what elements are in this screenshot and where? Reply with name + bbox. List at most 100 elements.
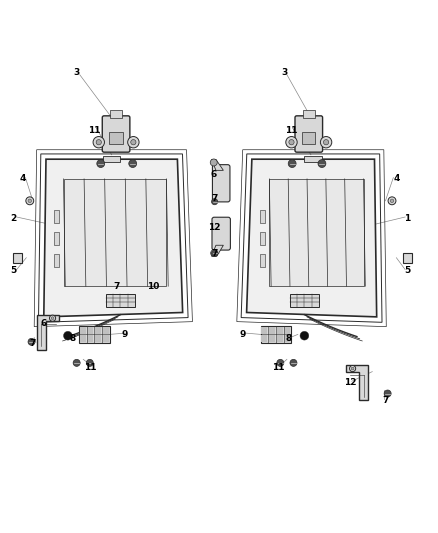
Polygon shape — [247, 159, 377, 317]
Bar — [110, 132, 123, 144]
Circle shape — [288, 159, 296, 167]
Circle shape — [28, 199, 32, 203]
Circle shape — [86, 359, 93, 366]
Circle shape — [212, 199, 218, 205]
Circle shape — [128, 136, 139, 148]
FancyBboxPatch shape — [212, 165, 230, 202]
Bar — [304, 156, 322, 163]
Circle shape — [64, 332, 72, 340]
Text: 7: 7 — [382, 395, 389, 405]
Bar — [403, 253, 412, 263]
Bar — [95, 335, 101, 342]
Circle shape — [290, 359, 297, 366]
Circle shape — [93, 136, 105, 148]
Circle shape — [73, 359, 80, 366]
Text: 6: 6 — [211, 170, 217, 179]
Bar — [102, 335, 109, 342]
Polygon shape — [212, 245, 223, 256]
Text: 11: 11 — [84, 363, 96, 372]
Bar — [260, 232, 265, 245]
Text: 7: 7 — [113, 282, 119, 290]
Text: 10: 10 — [147, 282, 159, 290]
Text: 4: 4 — [393, 174, 399, 183]
Text: 7: 7 — [212, 249, 218, 258]
Text: 11: 11 — [285, 126, 297, 135]
Bar — [103, 156, 120, 163]
Bar — [260, 254, 265, 266]
Bar — [54, 232, 59, 245]
Circle shape — [320, 136, 332, 148]
Polygon shape — [44, 159, 183, 317]
Bar — [106, 294, 135, 307]
Circle shape — [26, 197, 34, 205]
Bar — [269, 327, 275, 334]
Text: 3: 3 — [282, 68, 288, 77]
Circle shape — [97, 159, 105, 167]
Text: 12: 12 — [208, 223, 221, 231]
Bar — [260, 211, 265, 223]
Bar — [277, 327, 283, 334]
Circle shape — [350, 366, 356, 372]
FancyBboxPatch shape — [102, 116, 130, 152]
Bar — [87, 327, 93, 334]
Polygon shape — [346, 365, 368, 400]
Bar — [269, 179, 364, 286]
Text: 7: 7 — [212, 194, 218, 203]
Text: 1: 1 — [404, 214, 410, 223]
Circle shape — [351, 367, 354, 370]
Bar — [261, 335, 267, 342]
Text: 3: 3 — [74, 68, 80, 77]
Circle shape — [323, 140, 328, 145]
Text: 11: 11 — [272, 363, 284, 372]
Circle shape — [388, 197, 396, 205]
Polygon shape — [212, 159, 223, 171]
Circle shape — [277, 359, 284, 366]
Text: 4: 4 — [20, 174, 26, 183]
Circle shape — [300, 332, 309, 340]
Circle shape — [211, 249, 218, 257]
Bar — [261, 326, 291, 343]
Bar — [13, 253, 22, 263]
Circle shape — [212, 251, 218, 256]
Circle shape — [390, 199, 394, 203]
Text: 7: 7 — [30, 338, 36, 348]
Bar — [261, 327, 267, 334]
Bar — [302, 132, 315, 144]
Text: 6: 6 — [41, 319, 47, 328]
Bar — [80, 327, 86, 334]
Bar — [79, 326, 110, 343]
Bar — [64, 179, 166, 286]
Bar — [102, 327, 109, 334]
Text: 8: 8 — [69, 334, 75, 343]
Text: 5: 5 — [10, 266, 16, 276]
Text: 9: 9 — [122, 330, 128, 339]
Circle shape — [49, 315, 56, 321]
Bar — [110, 110, 122, 118]
Bar — [54, 211, 59, 223]
Text: 2: 2 — [10, 214, 16, 223]
Circle shape — [96, 140, 102, 145]
Circle shape — [131, 140, 136, 145]
Bar — [54, 254, 59, 266]
Bar — [95, 327, 101, 334]
Bar — [277, 335, 283, 342]
FancyBboxPatch shape — [212, 217, 230, 250]
Text: 12: 12 — [344, 378, 357, 387]
Circle shape — [129, 159, 137, 167]
Bar — [87, 335, 93, 342]
Bar — [269, 335, 275, 342]
Circle shape — [210, 159, 217, 166]
Text: 11: 11 — [88, 126, 100, 135]
Polygon shape — [37, 314, 59, 350]
Bar — [285, 335, 290, 342]
Bar — [303, 110, 315, 118]
Bar — [290, 294, 319, 307]
Text: 9: 9 — [240, 330, 246, 339]
Bar — [80, 335, 86, 342]
Circle shape — [51, 317, 54, 320]
FancyBboxPatch shape — [295, 116, 322, 152]
Bar — [285, 327, 290, 334]
Circle shape — [384, 390, 391, 397]
Circle shape — [318, 159, 326, 167]
Circle shape — [286, 136, 297, 148]
